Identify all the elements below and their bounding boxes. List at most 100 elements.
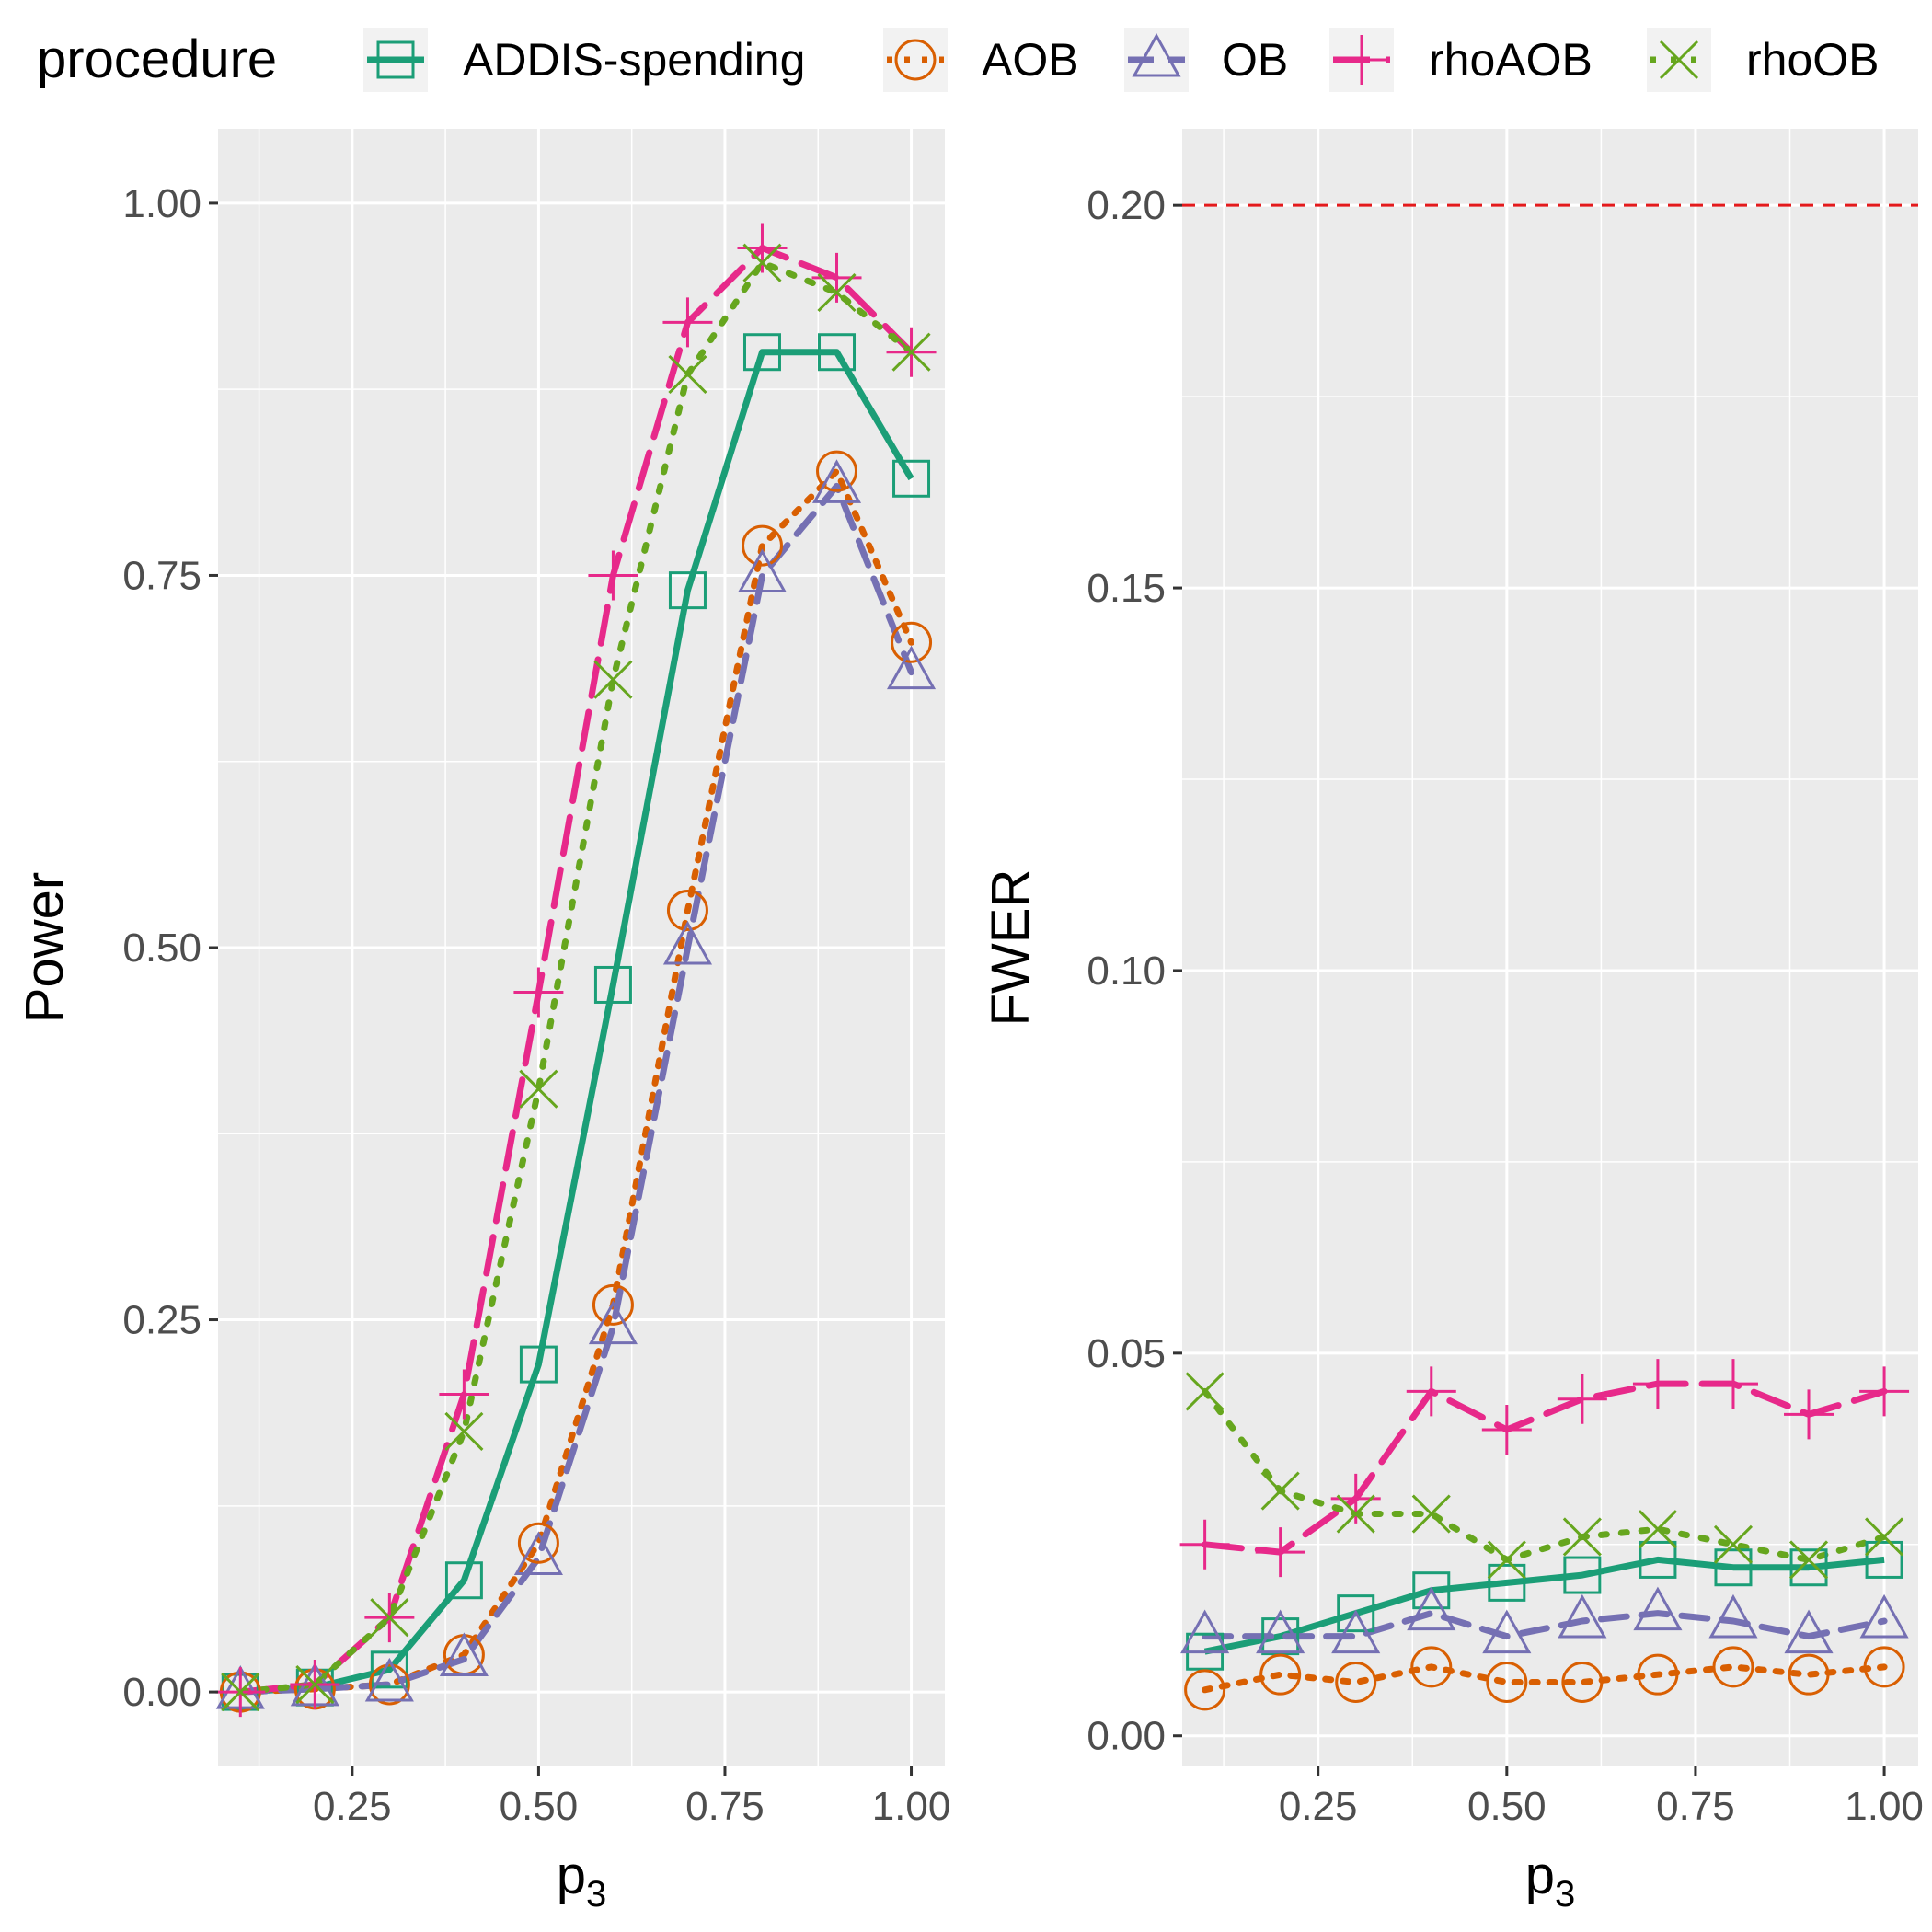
- y-tick-label: 0.25: [122, 1298, 201, 1343]
- data-point-rhoob: [742, 243, 782, 282]
- data-point-ob: [588, 1300, 638, 1345]
- data-point-rhoob: [1562, 1517, 1602, 1557]
- legend-item-addis-spending: ADDIS-spending: [363, 28, 805, 92]
- data-point-rhoob: [1713, 1524, 1754, 1564]
- legend-key-marker: [894, 39, 937, 81]
- x-tick-label: 0.25: [1279, 1784, 1358, 1829]
- data-point-rhoob: [1487, 1540, 1526, 1580]
- data-point-ob: [439, 1632, 489, 1676]
- data-point-aob: [1863, 1646, 1905, 1688]
- y-tick-label: 0.00: [122, 1670, 201, 1715]
- data-point-rhoob: [444, 1411, 484, 1451]
- data-point-ob: [1708, 1593, 1758, 1639]
- y-tick-label: 0.20: [1087, 183, 1166, 228]
- y-tick-label: 0.05: [1087, 1331, 1166, 1376]
- data-point-addis-spending: [1714, 1548, 1753, 1587]
- series-line-ob: [236, 482, 914, 1696]
- data-point-ob: [1558, 1593, 1607, 1639]
- data-point-ob: [1331, 1609, 1381, 1654]
- data-point-rhoob: [817, 272, 857, 313]
- x-tick-label: 0.25: [313, 1784, 392, 1829]
- data-point-ob: [1633, 1586, 1683, 1631]
- series-line-rhoob: [1202, 1387, 1888, 1563]
- data-point-rhoob: [295, 1664, 335, 1705]
- data-point-aob: [592, 1283, 634, 1326]
- data-point-addis-spending: [1412, 1571, 1451, 1610]
- legend-label: AOB: [982, 34, 1079, 86]
- data-point-rhoaob: [662, 297, 713, 348]
- data-point-aob: [1259, 1653, 1302, 1696]
- data-point-aob: [891, 621, 933, 663]
- data-point-addis-spending: [593, 965, 632, 1004]
- data-point-rhoaob: [1784, 1389, 1834, 1440]
- x-axis-title: p3: [1525, 1846, 1576, 1915]
- data-point-rhoob: [1638, 1510, 1677, 1549]
- fwer-panel-background: [1182, 129, 1918, 1766]
- data-point-ob: [1482, 1609, 1532, 1654]
- data-point-rhoaob: [1859, 1366, 1910, 1417]
- data-point-addis-spending: [370, 1650, 408, 1689]
- data-point-rhoaob: [439, 1369, 489, 1420]
- data-point-aob: [666, 890, 708, 932]
- fwer-panel: 0.00 0.05 0.10 0.15 0.20 0.25 0.50 0.75 1.00 p3 FW…: [981, 129, 1924, 1915]
- data-point-rhoob: [1788, 1540, 1829, 1580]
- data-point-addis-spending: [1789, 1548, 1828, 1587]
- data-point-addis-spending: [444, 1561, 483, 1600]
- data-point-aob: [1184, 1669, 1226, 1711]
- data-point-aob: [1712, 1646, 1754, 1688]
- x-tick-label: 0.50: [1467, 1784, 1547, 1829]
- data-point-aob: [816, 450, 858, 492]
- data-point-rhoob: [370, 1598, 409, 1638]
- data-point-addis-spending: [519, 1345, 558, 1384]
- data-point-ob: [1859, 1593, 1909, 1639]
- data-point-addis-spending: [1563, 1556, 1602, 1594]
- data-point-aob: [1335, 1662, 1377, 1704]
- x-tick-label: 1.00: [1845, 1784, 1924, 1829]
- legend-item-rhoaob: rhoAOB: [1329, 28, 1593, 92]
- legend-label: ADDIS-spending: [463, 34, 805, 86]
- legend-item-rhoob: rhoOB: [1647, 28, 1880, 92]
- data-point-rhoaob: [1557, 1374, 1607, 1424]
- y-tick-label: 0.00: [1087, 1714, 1166, 1759]
- y-tick-label: 0.50: [122, 926, 201, 971]
- legend-label: OB: [1222, 34, 1288, 86]
- y-tick-label: 0.15: [1087, 566, 1166, 611]
- data-point-ob: [1256, 1609, 1305, 1654]
- data-point-addis-spending: [1488, 1563, 1526, 1602]
- legend-title: procedure: [37, 29, 277, 89]
- series-line-aob: [236, 467, 914, 1696]
- data-point-rhoaob: [1406, 1366, 1456, 1417]
- data-point-addis-spending: [892, 459, 931, 498]
- data-point-aob: [1486, 1662, 1528, 1704]
- data-point-rhoaob: [1632, 1359, 1683, 1409]
- legend-key-background: [883, 28, 948, 92]
- y-tick-label: 0.10: [1087, 949, 1166, 994]
- data-point-ob: [886, 645, 937, 690]
- x-tick-label: 0.50: [500, 1784, 579, 1829]
- data-point-rhoaob: [588, 550, 638, 601]
- x-tick-label: 1.00: [872, 1784, 951, 1829]
- series-line-ob: [1202, 1610, 1888, 1640]
- data-point-aob: [1637, 1653, 1679, 1696]
- data-point-ob: [364, 1657, 414, 1702]
- legend-label: rhoOB: [1746, 34, 1880, 86]
- legend-key-marker: [1132, 32, 1181, 77]
- legend: procedure ADDIS-spending AOB OB rhoAOB rhoOB: [37, 28, 1880, 92]
- data-point-rhoob: [519, 1069, 558, 1109]
- data-point-ob: [1407, 1586, 1456, 1631]
- data-point-aob: [517, 1522, 559, 1564]
- data-point-rhoob: [1865, 1517, 1904, 1557]
- data-point-aob: [368, 1663, 410, 1706]
- legend-key-marker: [376, 40, 415, 79]
- data-point-rhoob: [1260, 1471, 1300, 1511]
- legend-key-marker: [1337, 35, 1386, 85]
- y-tick-label: 0.75: [122, 553, 201, 598]
- data-point-addis-spending: [1865, 1540, 1903, 1579]
- data-point-addis-spending: [1261, 1617, 1300, 1656]
- data-point-rhoob: [1336, 1494, 1375, 1534]
- data-point-rhoaob: [1255, 1527, 1305, 1578]
- data-point-aob: [1561, 1662, 1604, 1704]
- y-tick-label: 1.00: [122, 181, 201, 226]
- x-tick-label: 0.75: [685, 1784, 765, 1829]
